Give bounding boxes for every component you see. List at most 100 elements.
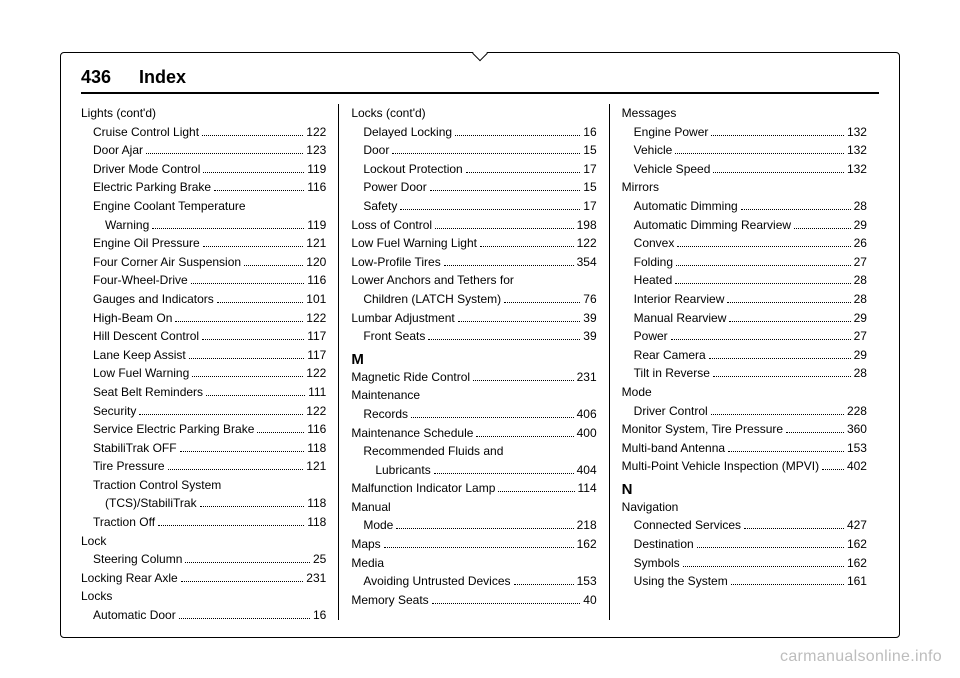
index-entry-page: 153 bbox=[847, 439, 867, 458]
leader-dots bbox=[200, 497, 305, 508]
leader-dots bbox=[175, 311, 303, 322]
leader-dots bbox=[180, 441, 305, 452]
leader-dots bbox=[675, 144, 844, 155]
index-entry-page: 116 bbox=[307, 271, 326, 290]
section-title: Index bbox=[139, 67, 186, 88]
index-entry-page: 354 bbox=[577, 253, 597, 272]
leader-dots bbox=[428, 330, 580, 341]
index-entry-page: 132 bbox=[847, 123, 867, 142]
index-entry-page: 122 bbox=[306, 309, 326, 328]
index-heading: Lock bbox=[81, 532, 326, 551]
index-entry-label: Security bbox=[93, 402, 136, 421]
index-entry-label: Loss of Control bbox=[351, 216, 432, 235]
index-entry-page: 39 bbox=[583, 309, 596, 328]
index-heading: Engine Coolant Temperature bbox=[81, 197, 326, 216]
index-entry-page: 117 bbox=[307, 346, 326, 365]
index-entry: Door15 bbox=[351, 141, 596, 160]
index-entry-page: 118 bbox=[307, 439, 326, 458]
index-entry: Multi-Point Vehicle Inspection (MPVI)402 bbox=[622, 457, 867, 476]
index-entry-page: 121 bbox=[306, 457, 326, 476]
index-entry-page: 231 bbox=[577, 368, 597, 387]
index-entry-label: Magnetic Ride Control bbox=[351, 368, 470, 387]
index-heading: Traction Control System bbox=[81, 476, 326, 495]
index-entry-label: Tilt in Reverse bbox=[634, 364, 710, 383]
index-entry-page: 16 bbox=[313, 606, 326, 625]
index-entry-label: Seat Belt Reminders bbox=[93, 383, 203, 402]
index-entry: Automatic Dimming Rearview29 bbox=[622, 216, 867, 235]
leader-dots bbox=[744, 519, 844, 530]
index-entry-page: 162 bbox=[577, 535, 597, 554]
index-entry: Symbols162 bbox=[622, 554, 867, 573]
index-entry-page: 40 bbox=[583, 591, 596, 610]
index-entry: Lumbar Adjustment 39 bbox=[351, 309, 596, 328]
leader-dots bbox=[675, 274, 850, 285]
index-entry: Using the System161 bbox=[622, 572, 867, 591]
index-entry: Children (LATCH System)76 bbox=[351, 290, 596, 309]
index-entry: Steering Column25 bbox=[81, 550, 326, 569]
index-entry: Destination162 bbox=[622, 535, 867, 554]
index-entry: StabiliTrak OFF118 bbox=[81, 439, 326, 458]
index-entry: Low Fuel Warning Light122 bbox=[351, 234, 596, 253]
leader-dots bbox=[217, 292, 304, 303]
index-entry: Vehicle132 bbox=[622, 141, 867, 160]
index-entry: Interior Rearview28 bbox=[622, 290, 867, 309]
index-entry-page: 406 bbox=[577, 405, 597, 424]
index-entry-page: 29 bbox=[854, 309, 867, 328]
index-entry-page: 427 bbox=[847, 516, 867, 535]
index-entry-label: Hill Descent Control bbox=[93, 327, 199, 346]
index-letter: N bbox=[622, 481, 867, 498]
index-entry: Connected Services427 bbox=[622, 516, 867, 535]
index-entry-label: Lockout Protection bbox=[363, 160, 462, 179]
index-entry: Vehicle Speed132 bbox=[622, 160, 867, 179]
leader-dots bbox=[683, 556, 844, 567]
index-entry-label: Driver Mode Control bbox=[93, 160, 200, 179]
index-entry: Driver Mode Control119 bbox=[81, 160, 326, 179]
index-entry: Lubricants404 bbox=[351, 461, 596, 480]
index-entry-label: Power bbox=[634, 327, 668, 346]
index-entry-page: 28 bbox=[854, 290, 867, 309]
index-entry-label: Locking Rear Axle bbox=[81, 569, 178, 588]
index-entry-label: Delayed Locking bbox=[363, 123, 452, 142]
index-heading: Messages bbox=[622, 104, 867, 123]
leader-dots bbox=[671, 330, 851, 341]
index-entry-label: Lumbar Adjustment bbox=[351, 309, 454, 328]
index-heading: Locks (cont'd) bbox=[351, 104, 596, 123]
index-entry-page: 39 bbox=[583, 327, 596, 346]
index-entry-page: 16 bbox=[583, 123, 596, 142]
leader-dots bbox=[713, 367, 851, 378]
index-entry-label: Power Door bbox=[363, 178, 426, 197]
index-entry: Front Seats39 bbox=[351, 327, 596, 346]
index-entry-label: Using the System bbox=[634, 572, 728, 591]
index-column-3: MessagesEngine Power132Vehicle132Vehicle… bbox=[609, 104, 879, 620]
index-entry-label: Maintenance Schedule bbox=[351, 424, 473, 443]
index-entry-page: 26 bbox=[854, 234, 867, 253]
leader-dots bbox=[400, 199, 580, 210]
index-entry: Automatic Door16 bbox=[81, 606, 326, 625]
index-entry-label: Tire Pressure bbox=[93, 457, 165, 476]
leader-dots bbox=[185, 553, 310, 564]
index-entry: Heated28 bbox=[622, 271, 867, 290]
index-entry-page: 402 bbox=[847, 457, 867, 476]
index-entry-label: Driver Control bbox=[634, 402, 708, 421]
leader-dots bbox=[152, 218, 304, 229]
watermark-text: carmanualsonline.info bbox=[780, 648, 942, 666]
index-entry: (TCS)/StabiliTrak118 bbox=[81, 494, 326, 513]
index-entry-page: 17 bbox=[583, 160, 596, 179]
index-entry: Tilt in Reverse28 bbox=[622, 364, 867, 383]
index-entry-page: 121 bbox=[306, 234, 326, 253]
index-entry-page: 118 bbox=[307, 494, 326, 513]
index-letter: M bbox=[351, 351, 596, 368]
index-heading: Mirrors bbox=[622, 178, 867, 197]
leader-dots bbox=[411, 407, 574, 418]
index-entry-label: Convex bbox=[634, 234, 675, 253]
index-entry: Power Door15 bbox=[351, 178, 596, 197]
leader-dots bbox=[192, 367, 303, 378]
leader-dots bbox=[709, 348, 851, 359]
index-entry: Hill Descent Control117 bbox=[81, 327, 326, 346]
leader-dots bbox=[203, 162, 304, 173]
leader-dots bbox=[396, 519, 573, 530]
leader-dots bbox=[191, 274, 305, 285]
index-entry-label: Folding bbox=[634, 253, 673, 272]
index-entry: Safety17 bbox=[351, 197, 596, 216]
index-entry-page: 153 bbox=[577, 572, 597, 591]
